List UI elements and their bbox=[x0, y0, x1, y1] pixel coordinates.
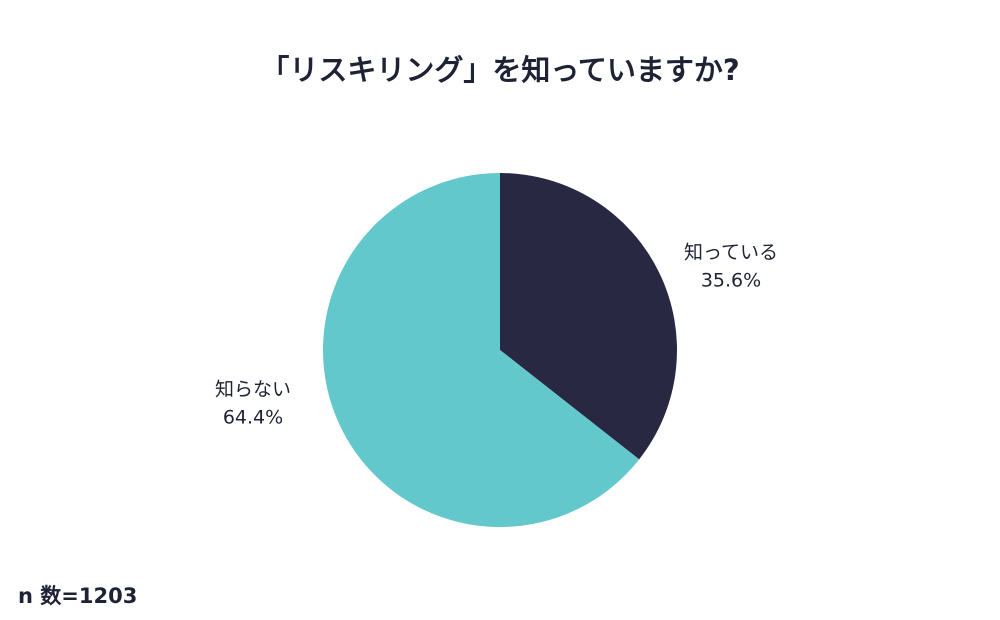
slice-value-label: 64.4% bbox=[223, 407, 283, 429]
sample-size-note: n 数=1203 bbox=[18, 584, 137, 608]
pie-slice bbox=[323, 173, 640, 527]
slice-category-label: 知らない bbox=[215, 379, 291, 401]
slice-value-label: 35.6% bbox=[701, 270, 761, 292]
slice-category-label: 知っている bbox=[684, 242, 778, 264]
pie-slice bbox=[500, 173, 677, 460]
chart-title: 「リスキリング」を知っていますか? bbox=[260, 53, 739, 87]
